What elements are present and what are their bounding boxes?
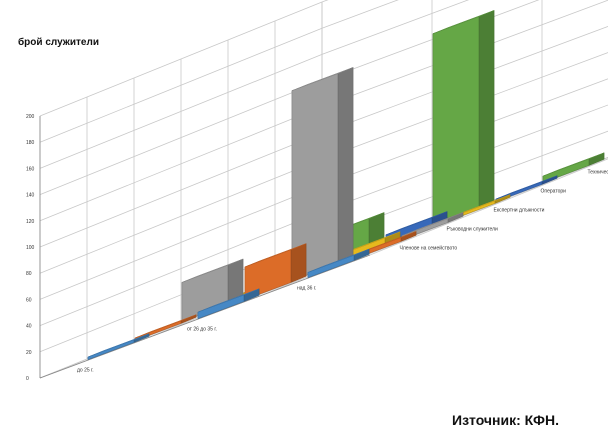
chart-labels: 0 20 40 60 80 100 120 140 160 180 200 до 25 г. от 26… [26, 114, 608, 382]
y-tick-label: 0 [26, 376, 29, 382]
y-tick-label: 60 [26, 297, 32, 303]
series-label: Членове на семейството [400, 245, 458, 252]
source-note: Източник: КФН. [452, 412, 559, 428]
bar-1-2 [197, 288, 260, 320]
x-axis-line [39, 254, 371, 379]
grid-line [39, 0, 329, 117]
y-tick-label: 100 [26, 245, 35, 251]
y-tick-label: 20 [26, 350, 32, 356]
category-label: над 36 г. [297, 286, 316, 292]
y-tick-label: 160 [26, 166, 35, 172]
y-tick-label: 120 [26, 219, 35, 225]
series-label: Експертни длъжности [494, 208, 545, 214]
bar-1-1 [87, 333, 150, 361]
grid-line [39, 0, 470, 169]
series-label: Оператори [541, 189, 567, 195]
chart-bars [87, 10, 605, 361]
category-label: до 25 г. [77, 368, 94, 374]
y-tick-label: 140 [26, 193, 35, 199]
y-axis-title: брой служители [18, 36, 99, 48]
bar-1-3 [307, 248, 370, 279]
y-tick-label: 180 [26, 140, 35, 146]
series-label: Ръководни служители [447, 227, 498, 233]
category-label: от 26 до 35 г. [187, 327, 217, 333]
series-label: Технически длъжности [588, 170, 608, 176]
grid-line [39, 0, 399, 143]
bar-2-2 [244, 243, 307, 301]
bar-6-2 [432, 10, 495, 225]
y-tick-label: 40 [26, 324, 32, 330]
y-tick-label: 80 [26, 271, 32, 277]
y-tick-label: 200 [26, 114, 35, 120]
